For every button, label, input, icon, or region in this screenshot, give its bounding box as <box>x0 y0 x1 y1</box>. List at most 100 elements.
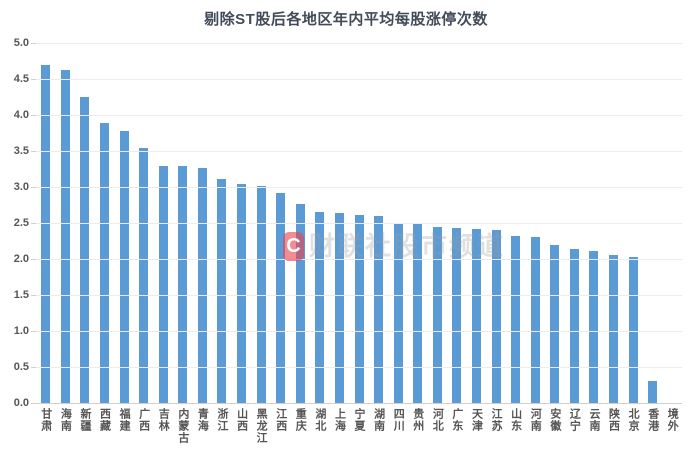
bar-云南 <box>589 251 599 404</box>
x-tick-label: 福建 <box>118 408 131 432</box>
bar-湖北 <box>315 212 325 404</box>
x-label-slot: 河北 <box>428 408 448 444</box>
bar-贵州 <box>413 224 423 404</box>
x-label-slot: 黑龙江 <box>251 408 271 444</box>
bar-slot <box>251 44 271 404</box>
gridline-2.5 <box>36 223 682 224</box>
x-label-slot: 境外 <box>663 408 683 444</box>
x-tick-label: 天津 <box>470 408 483 432</box>
y-tick-label: 1.0 <box>13 325 29 337</box>
bar-上海 <box>334 213 344 404</box>
bar-slot <box>75 44 95 404</box>
bar-西藏 <box>100 123 110 404</box>
y-tick-mark <box>31 223 36 224</box>
bar-四川 <box>393 223 403 404</box>
bar-slot <box>153 44 173 404</box>
x-label-slot: 湖南 <box>369 408 389 444</box>
bar-吉林 <box>158 166 168 404</box>
x-label-slot: 湖北 <box>310 408 330 444</box>
x-tick-label: 辽宁 <box>568 408 581 432</box>
x-label-slot: 吉林 <box>153 408 173 444</box>
x-label-slot: 北京 <box>623 408 643 444</box>
y-tick-label: 0.5 <box>13 361 29 373</box>
bar-重庆 <box>295 204 305 404</box>
x-label-slot: 宁夏 <box>349 408 369 444</box>
x-tick-label: 上海 <box>333 408 346 432</box>
bar-福建 <box>119 131 129 404</box>
x-label-slot: 四川 <box>388 408 408 444</box>
x-tick-label: 吉林 <box>157 408 170 432</box>
x-tick-label: 甘肃 <box>39 408 52 432</box>
x-tick-label: 四川 <box>392 408 405 432</box>
x-tick-label: 新疆 <box>78 408 91 432</box>
x-tick-label: 山西 <box>235 408 248 432</box>
x-tick-label: 海南 <box>59 408 72 432</box>
bar-slot <box>291 44 311 404</box>
y-tick-mark <box>31 187 36 188</box>
bar-slot <box>565 44 585 404</box>
bar-slot <box>584 44 604 404</box>
x-label-slot: 江西 <box>271 408 291 444</box>
gridline-5.0 <box>36 43 682 44</box>
x-tick-label: 河南 <box>529 408 542 432</box>
bar-slot <box>369 44 389 404</box>
bar-slot <box>349 44 369 404</box>
bar-slot <box>623 44 643 404</box>
y-tick-label: 3.5 <box>13 145 29 157</box>
y-axis-labels: 0.0 0.5 1.0 1.5 2.0 2.5 3.0 3.5 4.0 4.5 5.0 <box>0 38 29 409</box>
x-label-slot: 山西 <box>232 408 252 444</box>
bar-slot <box>506 44 526 404</box>
x-tick-label: 北京 <box>627 408 640 432</box>
x-label-slot: 天津 <box>467 408 487 444</box>
x-tick-label: 安徽 <box>548 408 561 432</box>
x-label-slot: 内蒙古 <box>173 408 193 444</box>
bar-slot <box>114 44 134 404</box>
bar-天津 <box>472 229 481 404</box>
x-label-slot: 江苏 <box>486 408 506 444</box>
bar-香港 <box>648 381 658 404</box>
y-tick-label: 5.0 <box>13 37 29 49</box>
bar-辽宁 <box>569 249 579 404</box>
bar-江苏 <box>491 230 501 404</box>
y-tick-mark <box>31 403 36 404</box>
x-tick-label: 江苏 <box>490 408 503 432</box>
y-tick-label: 1.5 <box>13 289 29 301</box>
x-label-slot: 重庆 <box>291 408 311 444</box>
x-label-slot: 安徽 <box>545 408 565 444</box>
x-tick-label: 西藏 <box>98 408 111 432</box>
x-label-slot: 浙江 <box>212 408 232 444</box>
gridline-4.5 <box>36 79 682 80</box>
x-tick-label: 山东 <box>509 408 522 432</box>
bar-宁夏 <box>354 215 364 404</box>
bar-slot <box>134 44 154 404</box>
bar-山东 <box>511 236 521 404</box>
bar-陕西 <box>609 255 619 404</box>
gridline-1.0 <box>36 331 682 332</box>
bar-青海 <box>197 168 207 404</box>
y-tick-label: 4.5 <box>13 73 29 85</box>
bar-湖南 <box>374 216 384 404</box>
bar-slot <box>193 44 213 404</box>
x-label-slot: 陕西 <box>604 408 624 444</box>
x-label-slot: 新疆 <box>75 408 95 444</box>
bar-河南 <box>530 237 540 404</box>
y-tick-mark <box>31 79 36 80</box>
x-tick-label: 云南 <box>587 408 600 432</box>
x-label-slot: 广东 <box>447 408 467 444</box>
bar-海南 <box>60 70 70 404</box>
x-tick-label: 黑龙江 <box>255 408 268 444</box>
x-tick-label: 湖北 <box>313 408 326 432</box>
gridline-2.0 <box>36 259 682 260</box>
x-label-slot: 上海 <box>330 408 350 444</box>
x-label-slot: 香港 <box>643 408 663 444</box>
bar-slot <box>212 44 232 404</box>
bar-slot <box>56 44 76 404</box>
x-axis-labels: 甘肃 海南 新疆 西藏 福建 广西 吉林 内蒙古 青海 浙江 山西 黑龙江 江西 重庆 湖北 上海 宁夏 湖南 四川… <box>36 408 682 444</box>
bar-江西 <box>276 193 286 404</box>
x-tick-label: 陕西 <box>607 408 620 432</box>
bar-slot <box>36 44 56 404</box>
x-label-slot: 贵州 <box>408 408 428 444</box>
x-label-slot: 福建 <box>114 408 134 444</box>
bar-slot <box>408 44 428 404</box>
y-tick-mark <box>31 43 36 44</box>
